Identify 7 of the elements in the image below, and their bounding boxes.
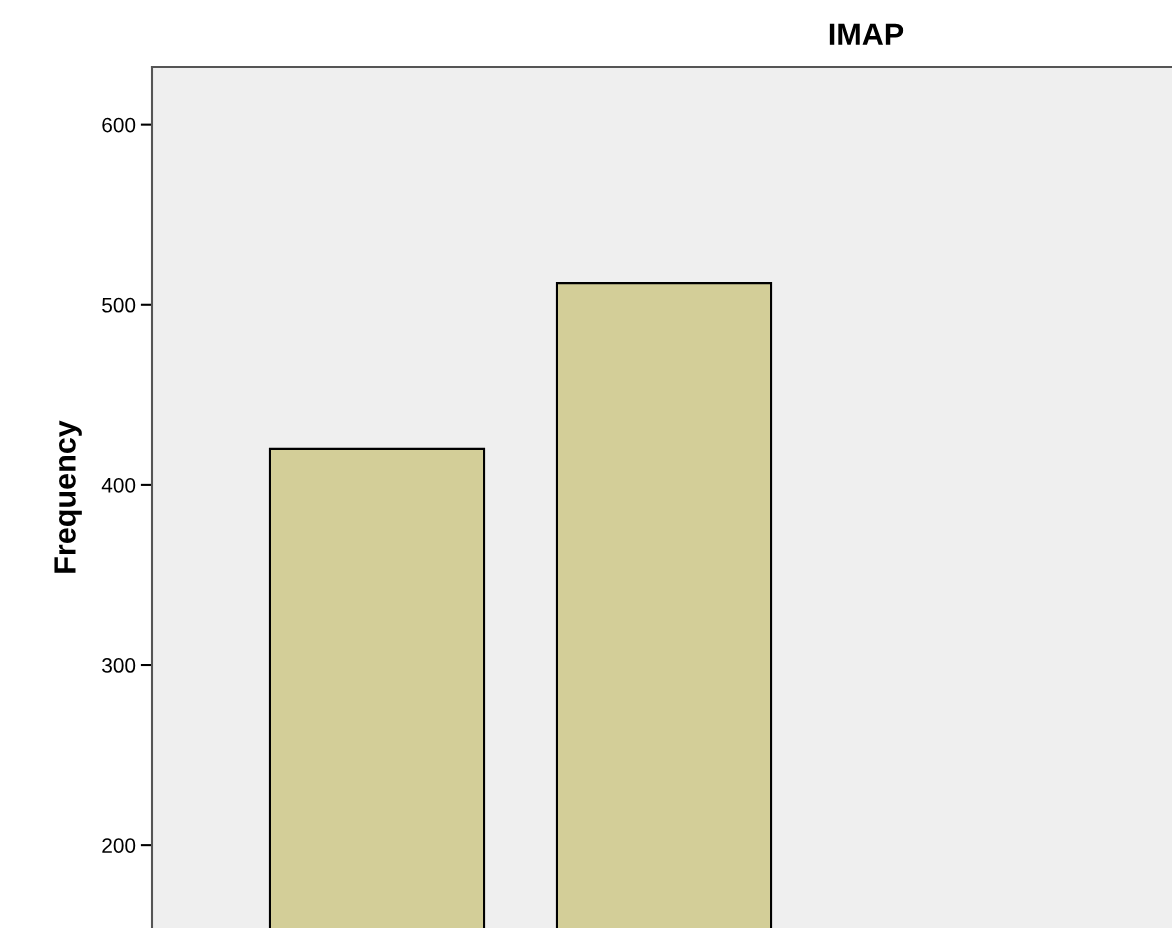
chart-title: IMAP (829, 23, 904, 45)
y-tick-label: 200 (102, 838, 136, 853)
y-tick-label: 300 (102, 658, 136, 673)
y-tick-label: 400 (101, 477, 136, 493)
y-axis-title: Frequency (54, 420, 82, 573)
y-tick-label: 500 (102, 297, 136, 313)
y-tick-label: 600 (102, 117, 136, 133)
